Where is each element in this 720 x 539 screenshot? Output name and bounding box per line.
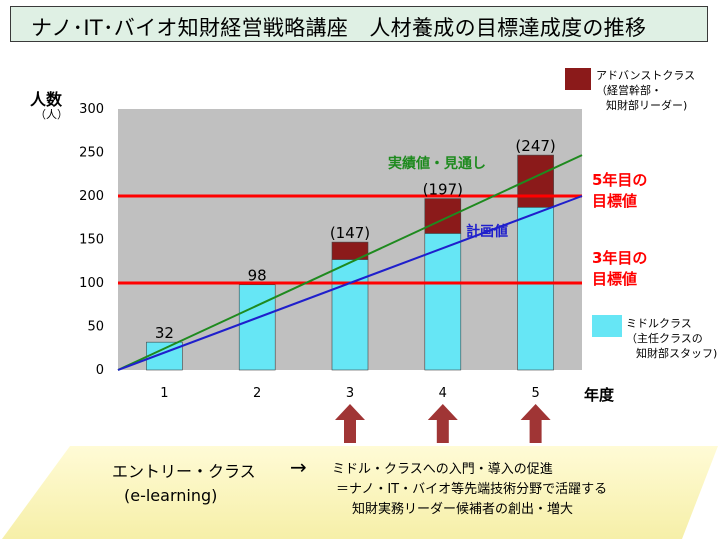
y-tick-label: 200 bbox=[79, 189, 104, 204]
x-tick-label: 5 bbox=[531, 386, 539, 401]
x-tick-label: 4 bbox=[439, 386, 447, 401]
legend-swatch-middle bbox=[592, 315, 622, 337]
y-tick-label: 0 bbox=[96, 363, 104, 378]
legend-middle-line2: （主任クラスの bbox=[626, 331, 717, 346]
target-year3-label: 3年目の 目標値 bbox=[592, 248, 647, 290]
up-arrow-icon bbox=[428, 404, 458, 443]
x-tick-label: 3 bbox=[346, 386, 354, 401]
bar-value-label: 32 bbox=[155, 324, 174, 342]
x-axis-title: 年度 bbox=[584, 384, 614, 405]
bar-middle bbox=[332, 260, 368, 370]
y-tick-label: 250 bbox=[79, 146, 104, 161]
legend-middle: ミドルクラス （主任クラスの 知財部スタッフ) bbox=[626, 316, 717, 361]
bar-value-label: (247) bbox=[515, 137, 555, 155]
up-arrow-icon bbox=[335, 404, 365, 443]
bar-middle bbox=[146, 342, 182, 370]
y-axis-unit: （人） bbox=[35, 106, 68, 122]
actual-trend-label: 実績値・見通し bbox=[388, 153, 486, 173]
legend-middle-line1: ミドルクラス bbox=[626, 316, 717, 331]
target-year5-line1: 5年目の bbox=[592, 170, 647, 191]
y-tick-label: 100 bbox=[79, 276, 104, 291]
legend-advanced: アドバンストクラス （経営幹部・ 知財部リーダー) bbox=[596, 68, 695, 113]
x-tick-label: 1 bbox=[160, 386, 168, 401]
target-year5-label: 5年目の 目標値 bbox=[592, 170, 647, 212]
entry-line1: ミドル・クラスへの入門・導入の促進 bbox=[332, 458, 553, 477]
entry-arrow: → bbox=[290, 455, 307, 479]
y-tick-label: 150 bbox=[79, 233, 104, 248]
entry-class-name: エントリー・クラス bbox=[112, 458, 256, 482]
bar-value-label: (147) bbox=[330, 224, 370, 242]
bar-advanced bbox=[425, 199, 461, 234]
x-tick-label: 2 bbox=[253, 386, 261, 401]
plan-trend-label: 計画値 bbox=[466, 221, 508, 241]
target-year3-line2: 目標値 bbox=[592, 269, 647, 290]
target-year3-line1: 3年目の bbox=[592, 248, 647, 269]
target-year5-line2: 目標値 bbox=[592, 191, 647, 212]
up-arrow-icon bbox=[521, 404, 551, 443]
legend-middle-line3: 知財部スタッフ) bbox=[626, 346, 717, 361]
bar-value-label: 98 bbox=[248, 267, 267, 285]
bar-value-label: (197) bbox=[423, 181, 463, 199]
legend-advanced-line1: アドバンストクラス bbox=[596, 68, 695, 83]
bar-advanced bbox=[518, 155, 554, 207]
bar-middle bbox=[239, 285, 275, 370]
entry-line3: 知財実務リーダー候補者の創出・増大 bbox=[352, 498, 573, 517]
y-tick-label: 50 bbox=[87, 320, 104, 335]
bar-middle bbox=[518, 207, 554, 370]
entry-line2: ＝ナノ・IT・バイオ等先端技術分野で活躍する bbox=[336, 478, 607, 497]
legend-swatch-advanced bbox=[565, 68, 591, 90]
legend-advanced-line2: （経営幹部・ bbox=[596, 83, 695, 98]
legend-advanced-line3: 知財部リーダー) bbox=[596, 98, 695, 113]
entry-class-sub: (e-learning) bbox=[124, 486, 217, 505]
y-tick-label: 300 bbox=[79, 102, 104, 117]
